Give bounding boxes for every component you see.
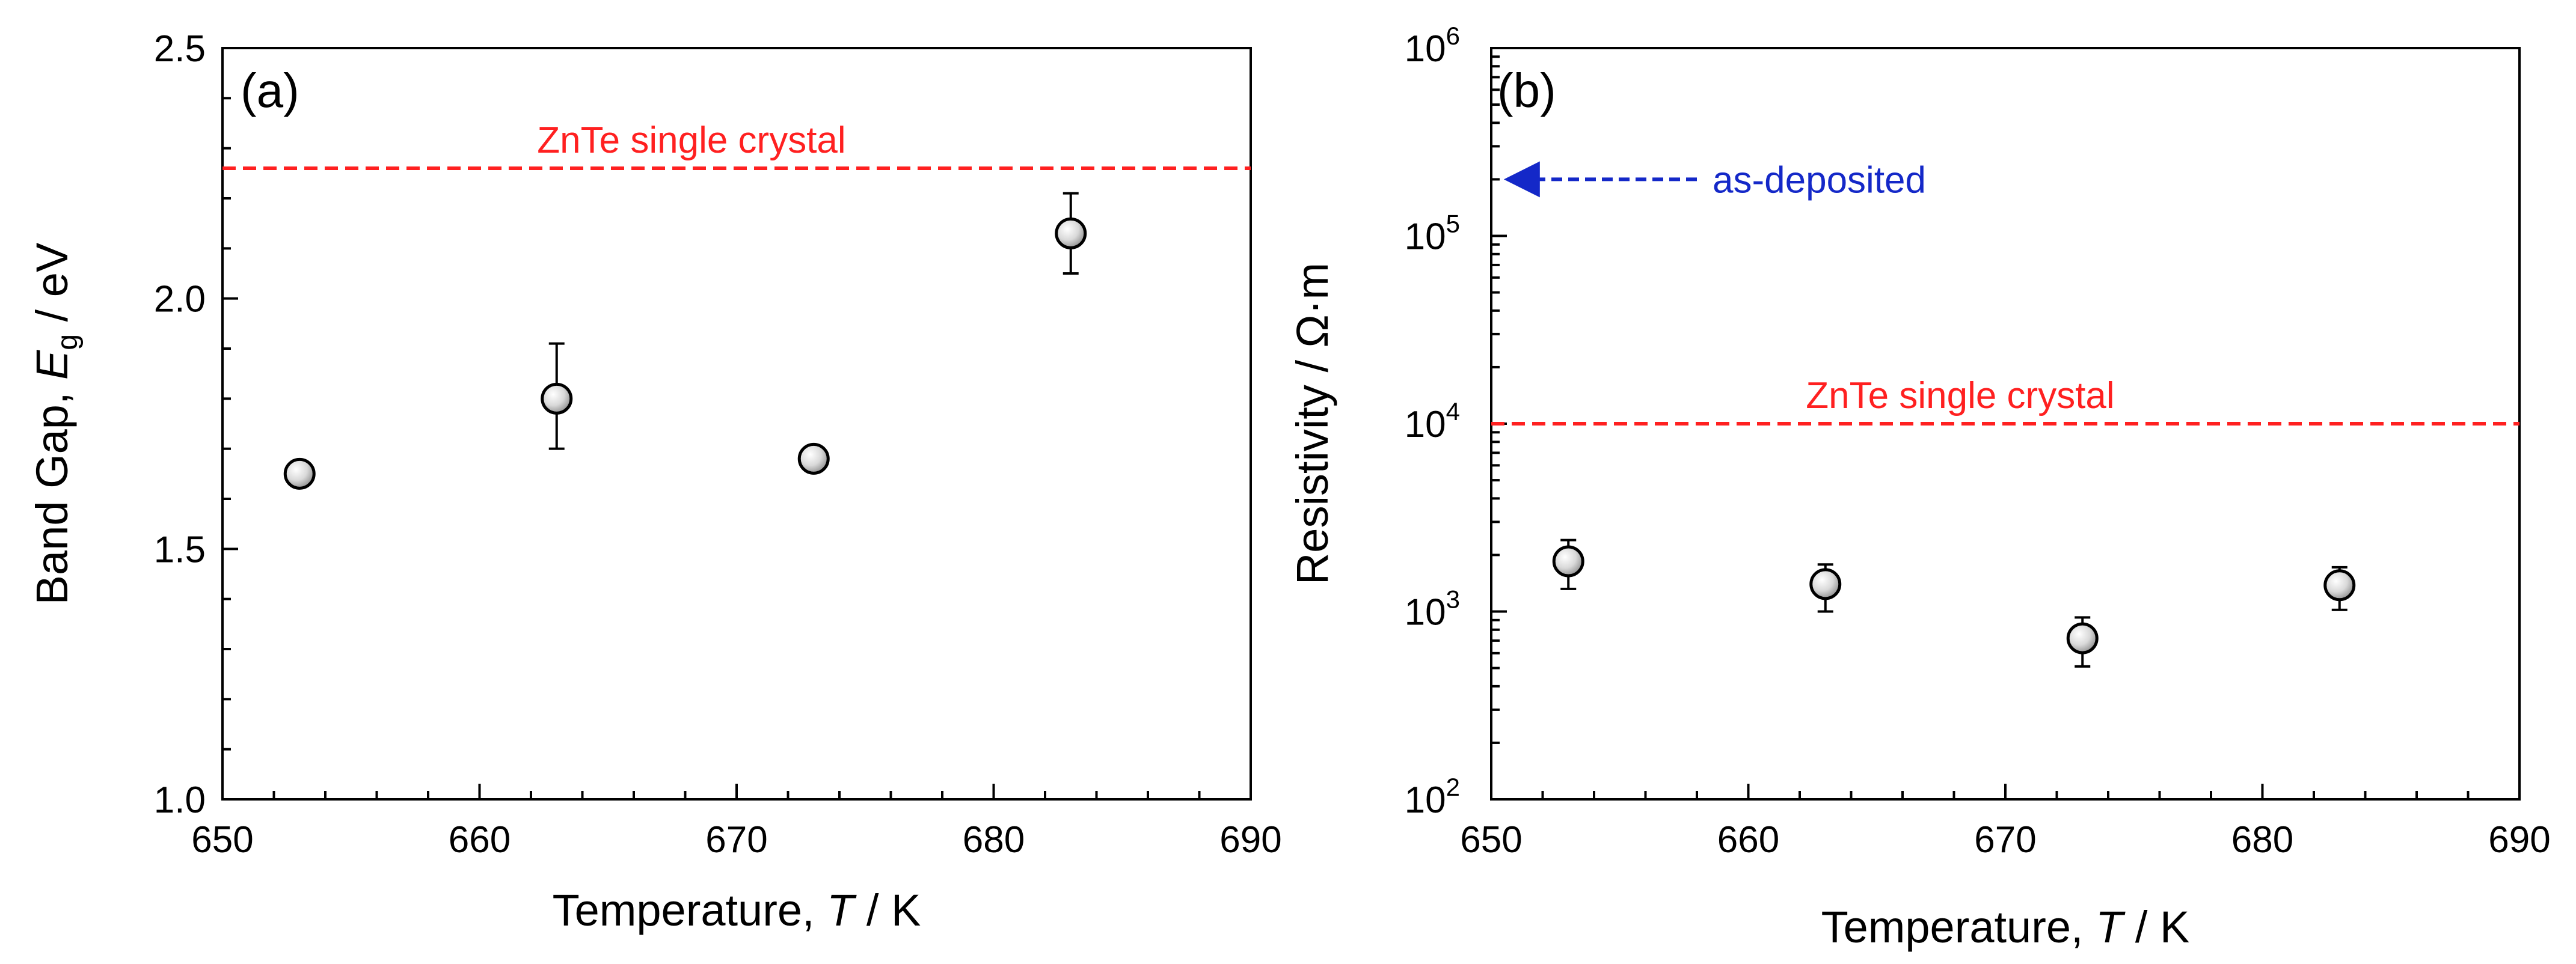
x-axis-title-b: Temperature, T / K [1821,902,2190,952]
data-point-a [283,457,316,490]
chart-panel-b: 650 660 670 680 690 102 103 104 105 106 ZnTe sing… [1287,22,2551,952]
chart-panel-a: 650 660 670 680 690 1.0 1.5 2.0 2.5 ZnTe single … [27,28,1282,935]
reference-line-label-b: ZnTe single crystal [1806,375,2114,416]
y-axis-title-a: Band Gap, Eg / eV [27,242,84,605]
data-point-b [2066,622,2099,654]
y-tick-label-b: 106 [1405,22,1460,70]
x-tick-label-b: 670 [1974,819,2036,861]
x-tick-label-b: 690 [2488,819,2550,861]
panel-label-b: (b) [1497,64,1556,117]
data-point-b [1552,545,1584,578]
axis-ticks-a: 650 660 670 680 690 1.0 1.5 2.0 2.5 [154,28,1282,861]
reference-line-group-a: ZnTe single crystal [222,120,1251,170]
x-axis-title-a: Temperature, T / K [553,885,921,935]
x-tick-label-b: 680 [2231,819,2293,861]
data-point-a [797,442,830,475]
x-tick-label-a: 670 [705,819,767,861]
y-axis-title-b: Resistivity / Ω·m [1287,263,1337,585]
data-point-b [2323,569,2356,602]
reference-line-label-a: ZnTe single crystal [537,120,845,161]
data-point-a [1055,217,1087,249]
x-tick-label-a: 680 [963,819,1025,861]
x-tick-label-a: 650 [191,819,253,861]
x-tick-label-b: 660 [1717,819,1779,861]
y-tick-label-b: 104 [1405,397,1460,445]
data-point-a [541,382,573,415]
data-points-a [283,192,1087,490]
y-tick-label-a: 1.0 [154,779,206,821]
y-tick-label-a: 2.0 [154,279,206,320]
reference-line-group-b: ZnTe single crystal [1491,375,2519,426]
axis-ticks-b: 650 660 670 680 690 102 103 104 105 106 [1405,22,2551,861]
annotation-group-b: as-deposited [1503,159,1926,201]
x-tick-label-b: 650 [1460,819,1522,861]
data-points-b [1552,538,2356,668]
panel-label-a: (a) [241,64,299,117]
y-tick-label-a: 1.5 [154,529,206,570]
y-tick-label-a: 2.5 [154,28,206,70]
y-tick-label-b: 105 [1405,210,1460,258]
as-deposited-label: as-deposited [1713,159,1926,201]
data-point-b [1809,568,1842,600]
y-tick-label-b: 102 [1405,773,1460,821]
y-tick-label-b: 103 [1405,585,1460,633]
x-tick-label-a: 660 [449,819,511,861]
x-tick-label-a: 690 [1219,819,1281,861]
